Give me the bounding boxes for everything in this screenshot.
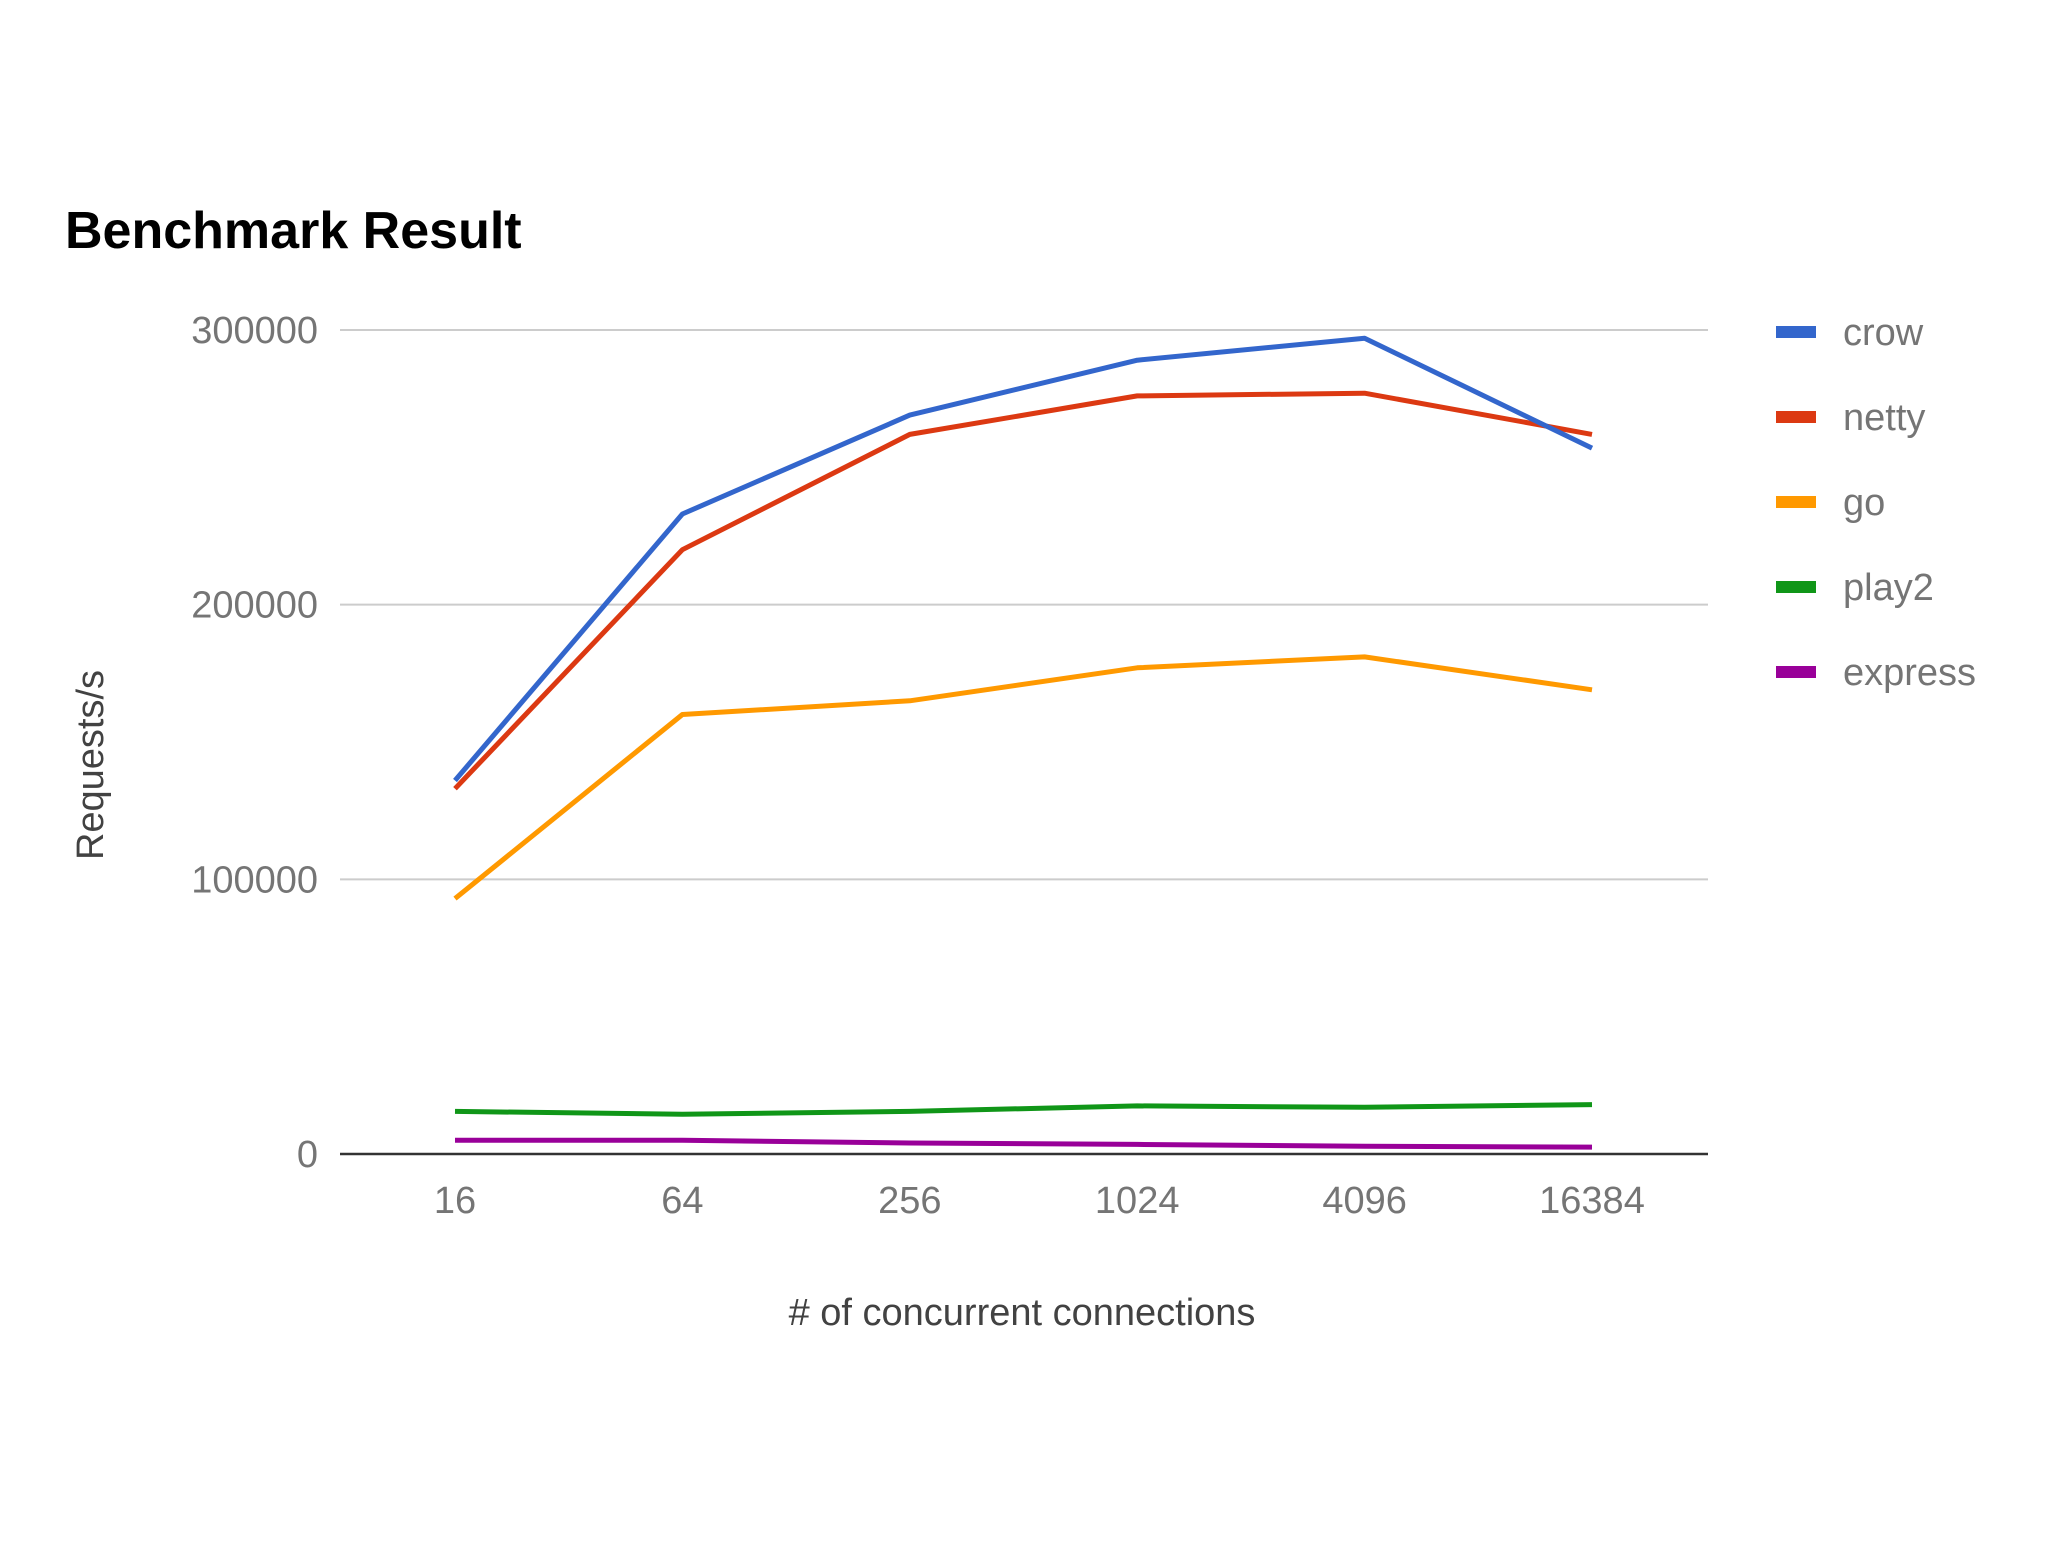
series-line-go	[453, 654, 1593, 901]
series-line-crow	[453, 335, 1594, 783]
x-tick-label: 16	[434, 1180, 476, 1222]
legend-label-crow: crow	[1843, 312, 1924, 354]
series-line-play2	[454, 1102, 1593, 1117]
gridlines	[340, 329, 1708, 881]
x-axis-ticks: 16 64 256 1024 4096 16384	[434, 1180, 1645, 1222]
x-tick-label: 256	[878, 1180, 941, 1222]
legend-swatch-express	[1776, 666, 1816, 678]
legend-swatch-go	[1776, 496, 1816, 508]
x-tick-label: 1024	[1095, 1180, 1180, 1222]
x-tick-label: 64	[661, 1180, 703, 1222]
y-tick-label: 100000	[191, 859, 318, 901]
series-line-express	[455, 1137, 1593, 1150]
legend-label-express: express	[1843, 652, 1976, 694]
x-tick-label: 16384	[1539, 1180, 1645, 1222]
legend-swatch-play2	[1776, 581, 1816, 593]
y-tick-label: 200000	[191, 585, 318, 627]
legend-swatch-crow	[1776, 326, 1816, 338]
legend: crow netty go play2 express	[1776, 312, 1976, 694]
series-line-netty	[453, 390, 1593, 791]
x-tick-label: 4096	[1322, 1180, 1407, 1222]
legend-label-netty: netty	[1843, 397, 1925, 439]
series-lines	[453, 335, 1594, 1150]
y-axis-label: Requests/s	[70, 670, 112, 860]
legend-label-go: go	[1843, 482, 1885, 524]
legend-swatch-netty	[1776, 411, 1816, 423]
x-axis-label: # of concurrent connections	[789, 1292, 1256, 1334]
y-tick-label: 0	[297, 1134, 318, 1176]
legend-label-play2: play2	[1843, 567, 1934, 609]
y-axis-ticks: 0 100000 200000 300000	[191, 310, 318, 1176]
chart-title: Benchmark Result	[65, 202, 522, 260]
y-tick-label: 300000	[191, 310, 318, 352]
